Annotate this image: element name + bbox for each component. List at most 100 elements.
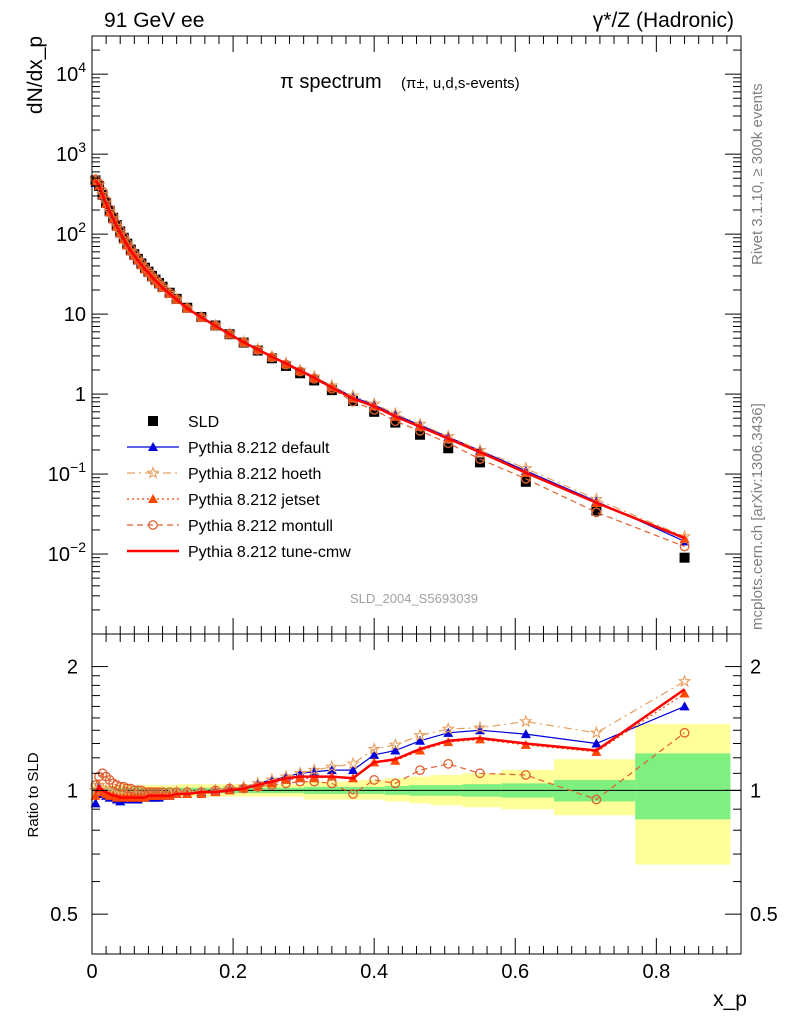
series-jetset-ratio-point — [679, 688, 690, 698]
main-y-tick-label: 103 — [56, 139, 86, 166]
series-default-ratio-point — [90, 798, 101, 808]
ratio-y-tick-label-right: 0.5 — [750, 904, 778, 926]
x-tick-label: 0.6 — [501, 961, 529, 983]
main-series-layer — [88, 173, 692, 563]
series-default-ratio-point — [415, 735, 426, 745]
series-hoeth-ratio-point — [307, 762, 321, 776]
series-hoeth-ratio-point — [346, 756, 360, 770]
sld-data-point — [591, 505, 602, 516]
series-jetset-main-point — [679, 533, 690, 543]
sld-data-point — [390, 417, 401, 428]
series-default-ratio-point — [348, 765, 359, 775]
series-montull-ratio-point — [475, 768, 485, 779]
ratio-y-tick-label-right: 1 — [750, 780, 761, 802]
main-y-tick-label: 10−1 — [48, 459, 86, 486]
series-montull-ratio-point — [122, 783, 133, 794]
series-montull-ratio-point — [390, 778, 401, 789]
series-montull-ratio-point — [129, 785, 140, 796]
series-default-ratio-point — [591, 738, 602, 748]
legend-entry-1-marker — [148, 442, 158, 451]
series-montull-main-point — [252, 344, 263, 355]
series-montull-ratio-point — [443, 758, 454, 769]
series-montull-main-point — [164, 288, 175, 298]
series-montull-main-point — [125, 244, 136, 255]
series-montull-ratio-point — [415, 765, 425, 776]
ratio-y-tick-label-right: 2 — [750, 657, 761, 679]
series-montull-main-point — [679, 541, 690, 552]
legend-entry-3-marker — [148, 494, 158, 503]
ratio-y-axis-title: Ratio to SLD — [25, 752, 42, 837]
ratio-y-tick-label-left: 1 — [67, 780, 78, 802]
series-default-ratio-point — [443, 727, 454, 737]
main-y-tick-label: 102 — [56, 219, 86, 246]
series-default-ratio-point — [679, 701, 690, 711]
x-tick-label: 0.8 — [642, 961, 670, 983]
series-montull-main-point — [150, 275, 161, 285]
series-hoeth-ratio-point — [367, 741, 381, 755]
series-montull-ratio-point — [132, 785, 143, 796]
legend-entry-1-label: Pythia 8.212 default — [188, 440, 330, 457]
series-montull-ratio-point — [679, 727, 690, 738]
band-inner-10 — [635, 753, 731, 820]
series-montull-ratio-point — [90, 780, 101, 790]
series-jetset-main-line — [95, 181, 685, 540]
plot-title-main: π spectrum — [280, 71, 382, 93]
series-montull-ratio-point — [171, 787, 182, 798]
series-montull-ratio-point — [348, 789, 358, 799]
main-y-tick-label: 104 — [56, 59, 86, 86]
series-montull-main-point — [475, 454, 485, 464]
series-montull-main-point — [224, 328, 235, 339]
sld-data-point — [369, 406, 380, 417]
analysis-id-watermark: SLD_2004_S5693039 — [350, 591, 478, 606]
main-y-tick-label: 10 — [64, 304, 86, 326]
sld-data-point — [679, 552, 690, 563]
series-hoeth-ratio-point — [325, 759, 339, 773]
main-y-tick-label: 1 — [75, 384, 86, 406]
series-hoeth-ratio-point — [441, 721, 456, 735]
x-tick-label: 0.2 — [219, 961, 247, 983]
main-y-axis-title: dN/dx_p — [24, 36, 47, 114]
series-tune-cmw-main-line — [94, 179, 686, 540]
ratio-y-tick-label-left: 2 — [67, 657, 78, 679]
plot-title-sub: (π±, u,d,s-events) — [401, 75, 520, 92]
series-montull-ratio-point — [591, 794, 602, 805]
sld-data-point — [443, 443, 454, 454]
series-tune-cmw-ratio-line — [94, 688, 686, 799]
series-montull-main-point — [171, 294, 182, 305]
series-montull-main-line — [95, 178, 685, 548]
ratio-series-layer — [88, 674, 692, 808]
header-left-label: 91 GeV ee — [104, 9, 204, 32]
series-montull-main-point — [520, 473, 531, 484]
series-hoeth-ratio-point — [388, 737, 403, 751]
series-default-main-line — [95, 182, 685, 542]
series-montull-ratio-point — [369, 775, 380, 785]
axis-ticks — [91, 35, 741, 954]
series-montull-main-point — [238, 337, 249, 348]
series-montull-main-point — [157, 282, 168, 292]
legend-entry-2-marker — [146, 465, 160, 479]
series-montull-ratio-point — [104, 775, 115, 785]
x-tick-label: 0.4 — [360, 961, 388, 983]
series-default-ratio-point — [390, 745, 401, 755]
axis-tick-labels: 10−2 10−1 1 10 102 103 104 0.5 0.5 1 1 2 2 0 0.2 0.4 0.6… — [48, 59, 778, 983]
series-default-ratio-point — [369, 749, 380, 759]
series-hoeth-ratio-point — [519, 714, 533, 728]
series-montull-ratio-point — [520, 770, 531, 780]
series-hoeth-ratio-point — [413, 728, 427, 742]
series-montull-main-point — [591, 507, 602, 518]
series-hoeth-ratio-point — [677, 674, 692, 688]
series-montull-ratio-point — [182, 787, 193, 798]
legend-entry-0-marker — [148, 416, 158, 426]
ratio-y-tick-label-left: 0.5 — [50, 904, 78, 926]
legend: SLD Pythia 8.212 default Pythia 8.212 hoet… — [127, 414, 351, 561]
series-montull-main-point — [196, 312, 207, 323]
legend-entry-3-label: Pythia 8.212 jetset — [188, 492, 320, 509]
series-jetset-ratio-point — [90, 790, 101, 800]
sld-data-point — [520, 476, 531, 487]
series-montull-ratio-point — [326, 778, 337, 789]
legend-entry-2-label: Pythia 8.212 hoeth — [188, 466, 321, 483]
legend-entry-0-label: SLD — [188, 414, 219, 431]
header-right-label: γ*/Z (Hadronic) — [593, 9, 734, 32]
series-montull-ratio-point — [101, 771, 112, 782]
